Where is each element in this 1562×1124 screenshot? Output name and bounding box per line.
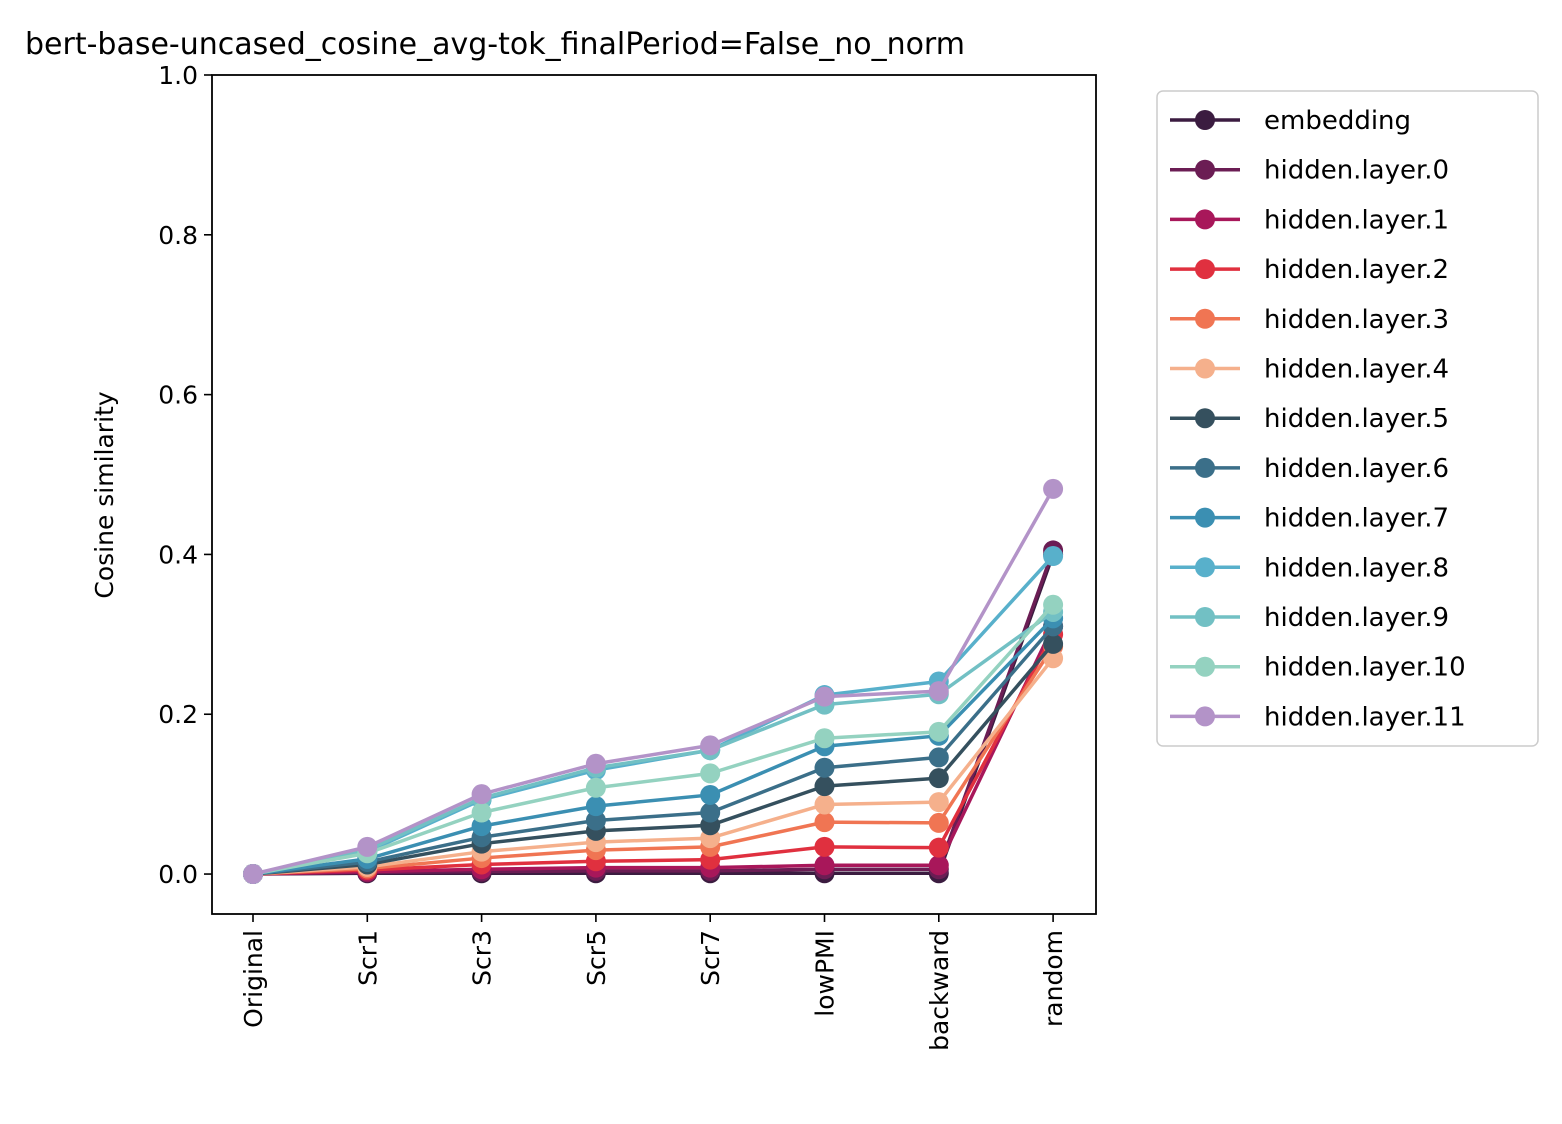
series-line [252, 603, 1055, 876]
series-line [252, 645, 1055, 876]
data-point [928, 768, 949, 789]
data-point [1043, 648, 1064, 669]
legend-label: hidden.layer.5 [1264, 404, 1449, 434]
legend-label: hidden.layer.0 [1264, 156, 1449, 186]
data-point [700, 763, 721, 784]
y-axis-label: Cosine similarity [90, 391, 119, 598]
legend-marker [1195, 408, 1215, 429]
data-point [928, 837, 949, 858]
y-tick-label: 0.8 [158, 221, 198, 250]
series-line [252, 625, 1055, 876]
data-point [928, 681, 949, 702]
data-point [585, 777, 606, 798]
axes-frame [211, 74, 1097, 915]
series-line [252, 610, 1055, 876]
legend-box [1156, 90, 1539, 747]
x-tick-label: Scr1 [353, 930, 382, 986]
data-point [928, 721, 949, 742]
data-point [243, 864, 263, 885]
legend-label: hidden.layer.11 [1264, 702, 1466, 732]
data-point [585, 810, 606, 831]
data-point [928, 855, 949, 876]
data-point [471, 784, 492, 805]
data-point [814, 836, 835, 857]
data-point [700, 802, 721, 823]
x-tick-label: Scr3 [468, 930, 497, 986]
series-line [252, 657, 1055, 876]
x-tick-label: Original [239, 930, 268, 1028]
legend-marker [1195, 308, 1215, 329]
series-line [252, 642, 1055, 876]
legend-label: hidden.layer.6 [1264, 454, 1449, 484]
data-point [1043, 546, 1064, 567]
data-point [357, 836, 378, 857]
data-point [471, 802, 492, 823]
legend-marker [1195, 159, 1215, 180]
data-point [585, 753, 606, 774]
chart-title: bert-base-uncased_cosine_avg-tok_finalPe… [25, 27, 965, 62]
legend-label: hidden.layer.1 [1264, 205, 1449, 235]
legend-marker [1195, 656, 1215, 677]
legend-label: hidden.layer.3 [1264, 305, 1449, 335]
legend-marker [1195, 457, 1215, 478]
series-line [252, 633, 1055, 876]
legend-label: hidden.layer.2 [1264, 255, 1449, 285]
data-point [814, 855, 835, 876]
data-point [928, 747, 949, 768]
legend-label: hidden.layer.8 [1264, 553, 1449, 583]
data-point [700, 784, 721, 805]
data-point [814, 686, 835, 707]
data-point [814, 812, 835, 833]
x-tick-label: lowPMI [811, 930, 840, 1017]
data-point [814, 757, 835, 778]
data-point [814, 776, 835, 797]
data-point [585, 796, 606, 817]
data-point [1043, 633, 1064, 654]
x-tick-label: Scr7 [696, 930, 725, 986]
x-tick-label: Scr5 [582, 930, 611, 986]
legend-marker [1195, 358, 1215, 379]
legend-label: embedding [1264, 106, 1411, 136]
legend-marker [1195, 607, 1215, 627]
x-tick-label: backward [925, 930, 954, 1051]
y-tick-label: 0.4 [158, 540, 198, 569]
y-tick-label: 1.0 [158, 61, 198, 90]
legend: embedding hidden.layer.0 hidden.layer.1 hid… [1156, 90, 1539, 747]
data-point [1043, 594, 1064, 615]
legend-marker [1195, 209, 1215, 230]
series-line [252, 488, 1055, 876]
legend-label: hidden.layer.4 [1264, 355, 1449, 385]
plot-area: 0.0 0.2 0.4 0.6 0.8 1.0 Original Scr1 Scr3 Scr5 Sc… [158, 61, 1097, 1051]
series-line [252, 625, 1055, 876]
data-point [1043, 478, 1064, 499]
legend-marker [1195, 259, 1215, 280]
data-point [928, 792, 949, 813]
data-point [814, 794, 835, 815]
legend-label: hidden.layer.9 [1264, 603, 1449, 633]
legend-label: hidden.layer.7 [1264, 504, 1449, 534]
y-tick-label: 0.0 [158, 860, 198, 889]
data-point [928, 812, 949, 833]
series-line [252, 617, 1055, 876]
legend-marker [1195, 110, 1215, 130]
y-tick-label: 0.6 [158, 381, 198, 410]
legend-marker [1195, 507, 1215, 528]
legend-label: hidden.layer.10 [1264, 653, 1466, 683]
legend-marker [1195, 706, 1215, 727]
legend-marker [1195, 557, 1215, 578]
data-point [814, 728, 835, 749]
x-tick-label: random [1039, 930, 1068, 1027]
y-tick-label: 0.2 [158, 700, 198, 729]
data-point [700, 735, 721, 756]
